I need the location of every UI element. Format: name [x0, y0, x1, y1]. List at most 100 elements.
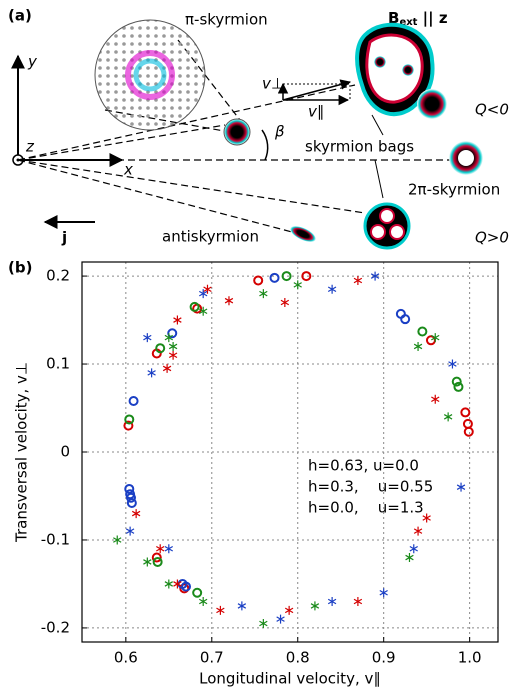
star-point [198, 306, 208, 316]
inner-skyrmion [379, 208, 395, 224]
star-point [284, 605, 294, 615]
star-point [379, 588, 388, 598]
star-point [173, 579, 182, 589]
star-point [353, 275, 363, 285]
circle-point [400, 314, 411, 325]
star-point [164, 579, 174, 589]
x-tick-label: 1.0 [458, 649, 482, 667]
component-box [283, 83, 351, 100]
pointer [371, 114, 384, 136]
field-rest: || z [417, 9, 447, 28]
star-point [143, 557, 152, 567]
circle-point [281, 271, 292, 282]
circle-point [253, 275, 264, 286]
dashed-lines [17, 39, 450, 233]
star-point [353, 597, 363, 607]
panel-a: (a) y z x π-skyrmion v⊥ v∥ β Bext || z [8, 7, 509, 250]
star-point [198, 289, 208, 299]
y-tick-label: 0.2 [46, 267, 70, 285]
star-point [370, 271, 380, 281]
angle-arc [261, 129, 269, 161]
inner-skyrmion [374, 56, 386, 68]
zoom-spin-ring [125, 50, 175, 100]
star-point [216, 605, 225, 615]
legend-entry: h=0.3, u=0.55 [308, 478, 433, 496]
circle-point [123, 420, 134, 431]
star-point [443, 412, 453, 422]
zoom-spin-ring [133, 58, 167, 92]
star-point [409, 544, 418, 554]
star-point [431, 394, 440, 404]
star-point [224, 296, 234, 306]
plot-frame [81, 261, 499, 643]
zoom-label: π-skyrmion [185, 11, 268, 29]
x-tick-label: 0.9 [372, 649, 396, 667]
y-axis-label: Transversal velocity, v⊥ [13, 362, 31, 543]
circle-point [463, 426, 474, 437]
two-pi-label: 2π-skyrmion [408, 181, 500, 199]
star-point [168, 350, 178, 360]
antiskyrmion [290, 225, 316, 243]
axis-label: x [123, 161, 133, 179]
star-point [431, 333, 440, 343]
circle-point [126, 498, 137, 509]
star-point [276, 614, 285, 624]
star-point [327, 284, 337, 294]
star-point [147, 368, 156, 378]
star-point [164, 544, 174, 554]
field-subscript: ext [399, 17, 417, 28]
star-point [173, 315, 182, 325]
star-point [143, 333, 152, 343]
circle-point [128, 395, 139, 406]
star-point [237, 601, 247, 611]
charge-label: Q>0 [475, 229, 509, 247]
attached-skyrmion [417, 89, 447, 119]
star-point [198, 597, 208, 607]
velocity-arrow [282, 79, 352, 101]
circle-point [124, 414, 135, 425]
star-point [168, 341, 178, 351]
x-tick-label: 0.7 [200, 649, 224, 667]
star-point [413, 526, 423, 536]
circle-point [152, 556, 163, 567]
legend-entry: h=0.63, u=0.0 [308, 457, 419, 475]
star-point [131, 509, 141, 519]
field-label: Bext || z [388, 9, 448, 29]
inner-skyrmion [389, 224, 405, 240]
circle-point [181, 581, 191, 592]
field-symbol: B [388, 9, 399, 27]
star-point [327, 597, 337, 607]
skyrmion-bag-inner [365, 33, 424, 104]
panel-label: (a) [8, 7, 32, 25]
circle-point [155, 343, 166, 354]
x-tick-label: 0.6 [114, 649, 138, 667]
legend-entry: h=0.0, u=1.3 [308, 499, 424, 517]
circle-point [189, 301, 200, 312]
charge-label: Q<0 [475, 101, 509, 119]
y-tick-label: -0.1 [41, 530, 70, 548]
circle-point [425, 335, 436, 346]
bags-label: skyrmion bags [305, 138, 414, 156]
zoom-circle [94, 19, 206, 131]
star-point [413, 341, 423, 351]
panel-b: (b) Longitudinal velocity, v∥ Transversa… [8, 259, 381, 688]
circle-point [417, 326, 428, 337]
star-point [125, 526, 135, 536]
circle-point [460, 407, 471, 418]
axis-label: z [25, 138, 35, 156]
anti-label: antiskyrmion [162, 228, 259, 246]
circle-point [453, 381, 464, 392]
star-point [164, 333, 174, 343]
y-tick-label: 0 [60, 443, 70, 461]
v-perp-label: v⊥ [262, 75, 284, 93]
star-point [259, 289, 268, 299]
angle-label: β [274, 123, 285, 141]
circle-point [124, 483, 135, 494]
circle-point [451, 376, 462, 387]
star-point [456, 482, 466, 492]
x-axis-label: Longitudinal velocity, v∥ [199, 670, 381, 688]
circle-point [462, 418, 473, 429]
circle-point [151, 552, 162, 563]
inner-skyrmion [402, 64, 414, 76]
